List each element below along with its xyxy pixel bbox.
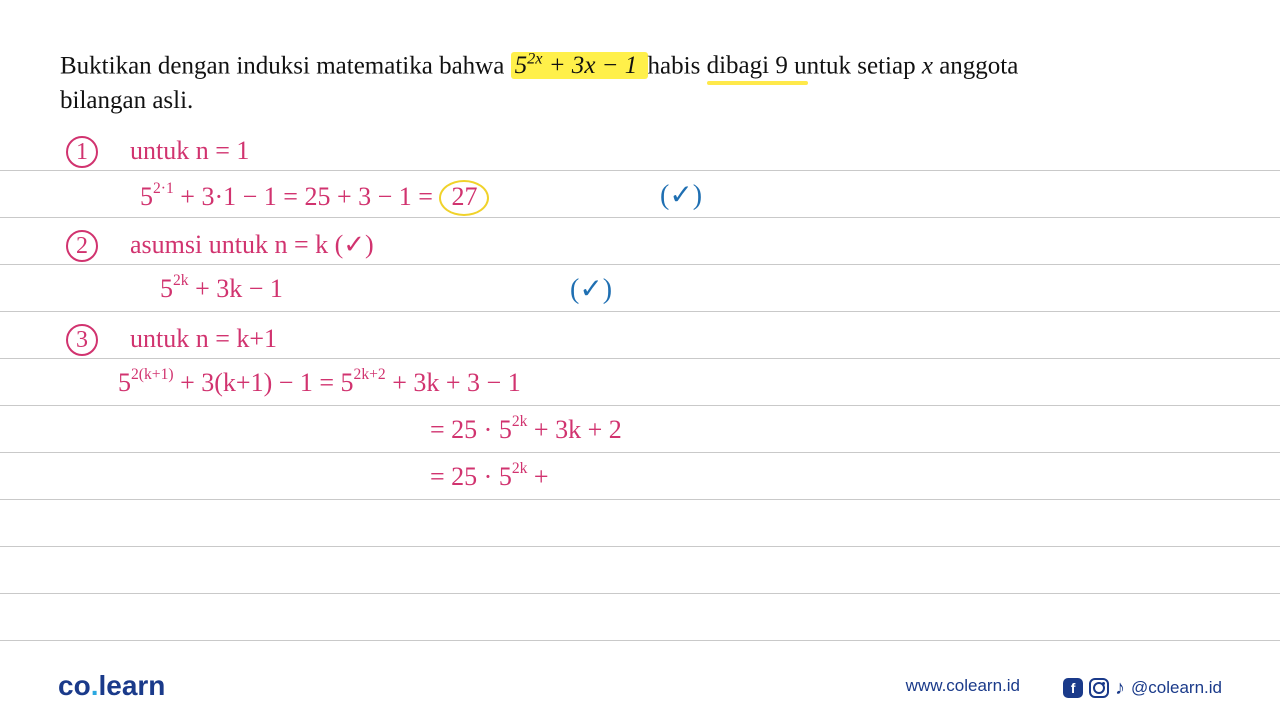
- q-var: x: [922, 52, 933, 79]
- step-2-check: (✓): [570, 272, 612, 306]
- tiktok-icon: ♪: [1115, 678, 1125, 698]
- website-url: www.colearn.id: [906, 676, 1020, 696]
- step-3-line-2: 52(k+1) + 3(k+1) − 1 = 52k+2 + 3k + 3 − …: [118, 368, 521, 398]
- step-3-line-3: = 25 · 52k + 3k + 2: [430, 415, 622, 445]
- facebook-icon: f: [1063, 678, 1083, 698]
- step-2-badge: 2: [66, 230, 98, 262]
- rule-line: [0, 546, 1280, 547]
- worksheet-area: 1 untuk n = 1 52·1 + 3·1 − 1 = 25 + 3 − …: [0, 130, 1280, 660]
- social-handles: f ♪ @colearn.id: [1063, 678, 1222, 698]
- q-highlight-expr: 52x + 3x − 1: [511, 52, 648, 79]
- q-prefix: Buktikan dengan induksi matematika bahwa: [60, 52, 511, 79]
- rule-line: [0, 264, 1280, 265]
- rule-line: [0, 358, 1280, 359]
- rule-line: [0, 452, 1280, 453]
- q-suffix2: anggota: [939, 52, 1018, 79]
- q-line2: bilangan asli.: [60, 87, 193, 114]
- rule-line: [0, 499, 1280, 500]
- step-1-line-2: 52·1 + 3·1 − 1 = 25 + 3 − 1 = 27: [140, 180, 489, 216]
- q-suffix: untuk setiap: [794, 52, 922, 79]
- result-27-circle: 27: [439, 180, 489, 216]
- brand-logo: co.learn: [58, 670, 165, 702]
- question-text: Buktikan dengan induksi matematika bahwa…: [60, 48, 1220, 118]
- step-3-line-4: = 25 · 52k +: [430, 462, 549, 492]
- footer: co.learn www.colearn.id f ♪ @colearn.id: [0, 662, 1280, 702]
- step-3-line-1: untuk n = k+1: [130, 324, 277, 354]
- q-dibagi9: dibagi 9: [707, 52, 788, 79]
- step-3-badge: 3: [66, 324, 98, 356]
- rule-line: [0, 593, 1280, 594]
- step-1-check: (✓): [660, 178, 702, 212]
- rule-line: [0, 170, 1280, 171]
- rule-line: [0, 640, 1280, 641]
- rule-line: [0, 311, 1280, 312]
- social-handle-text: @colearn.id: [1131, 678, 1222, 698]
- rule-line: [0, 217, 1280, 218]
- q-after: habis: [648, 52, 707, 79]
- step-2-line-1: asumsi untuk n = k (✓): [130, 230, 374, 260]
- step-2-line-2: 52k + 3k − 1: [160, 274, 283, 304]
- step-1-badge: 1: [66, 136, 98, 168]
- step-1-line-1: untuk n = 1: [130, 136, 249, 166]
- rule-line: [0, 405, 1280, 406]
- instagram-icon: [1089, 678, 1109, 698]
